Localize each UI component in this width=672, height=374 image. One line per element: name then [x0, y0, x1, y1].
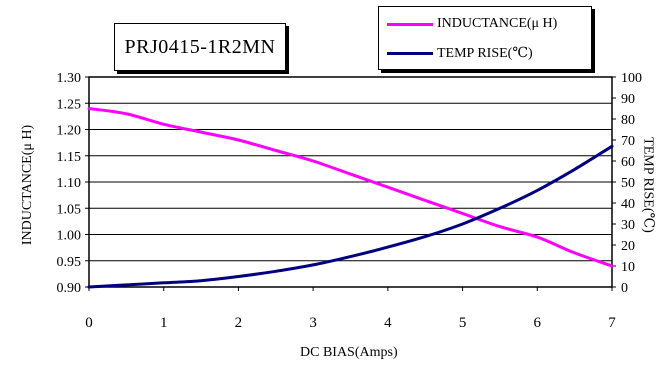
right-tick-label: 100: [621, 71, 642, 86]
right-tick-label: 40: [621, 197, 635, 212]
left-tick-label: 1.15: [57, 150, 82, 165]
right-tick-label: 80: [621, 113, 635, 128]
right-axis-ticks: 0 10 20 30 40 50 60 70 80 90 100: [612, 71, 642, 296]
x-tick-label: 6: [534, 315, 542, 331]
left-tick-label: 1.25: [57, 97, 82, 112]
x-tick-label: 4: [384, 315, 392, 331]
x-tick-label: 1: [160, 315, 168, 331]
legend-swatch-inductance: [387, 22, 433, 26]
x-axis-ticks: 0 1 2 3 4 5 6 7: [85, 287, 616, 331]
left-tick-label: 1.30: [57, 71, 82, 86]
x-axis-label: DC BIAS(Amps): [300, 345, 398, 360]
left-tick-label: 1.10: [57, 176, 82, 191]
left-tick-label: 0.90: [57, 281, 82, 296]
left-axis-ticks: 0.90 0.95 1.00 1.05 1.10 1.15 1.20 1.25 1.30: [57, 71, 89, 296]
left-tick-label: 0.95: [57, 255, 82, 270]
legend-label-inductance: INDUCTANCE(μ H): [437, 16, 558, 31]
left-tick-label: 1.05: [57, 202, 82, 217]
x-tick-label: 3: [309, 315, 317, 331]
y-axis-left-label: INDUCTANCE(μ H): [20, 124, 35, 246]
series-line-inductance: [87, 107, 614, 268]
x-tick-label: 0: [85, 315, 93, 331]
right-tick-label: 30: [621, 218, 635, 233]
left-tick-label: 1.00: [57, 229, 82, 244]
right-tick-label: 90: [621, 92, 635, 107]
legend-item-inductance: INDUCTANCE(μ H): [387, 12, 557, 36]
right-tick-label: 70: [621, 134, 635, 149]
right-tick-label: 50: [621, 176, 635, 191]
right-tick-label: 60: [621, 155, 635, 170]
legend: INDUCTANCE(μ H) TEMP RISE(℃): [378, 6, 592, 70]
chart-title: PRJ0415-1R2MN: [124, 35, 276, 58]
right-tick-label: 20: [621, 239, 635, 254]
legend-swatch-temp-rise: [387, 51, 433, 55]
left-tick-label: 1.20: [57, 124, 82, 139]
legend-label-temp-rise: TEMP RISE(℃): [437, 45, 533, 61]
right-tick-label: 0: [621, 281, 628, 296]
legend-item-temp-rise: TEMP RISE(℃): [387, 41, 533, 65]
y-axis-right-label: TEMP RISE(℃): [640, 137, 656, 233]
right-tick-label: 10: [621, 260, 635, 275]
x-tick-label: 5: [459, 315, 467, 331]
x-tick-label: 7: [608, 315, 616, 331]
series-layer: [87, 107, 614, 289]
chart-title-box: PRJ0415-1R2MN: [114, 23, 286, 71]
series-line-temp-rise: [87, 144, 614, 289]
x-tick-label: 2: [235, 315, 243, 331]
